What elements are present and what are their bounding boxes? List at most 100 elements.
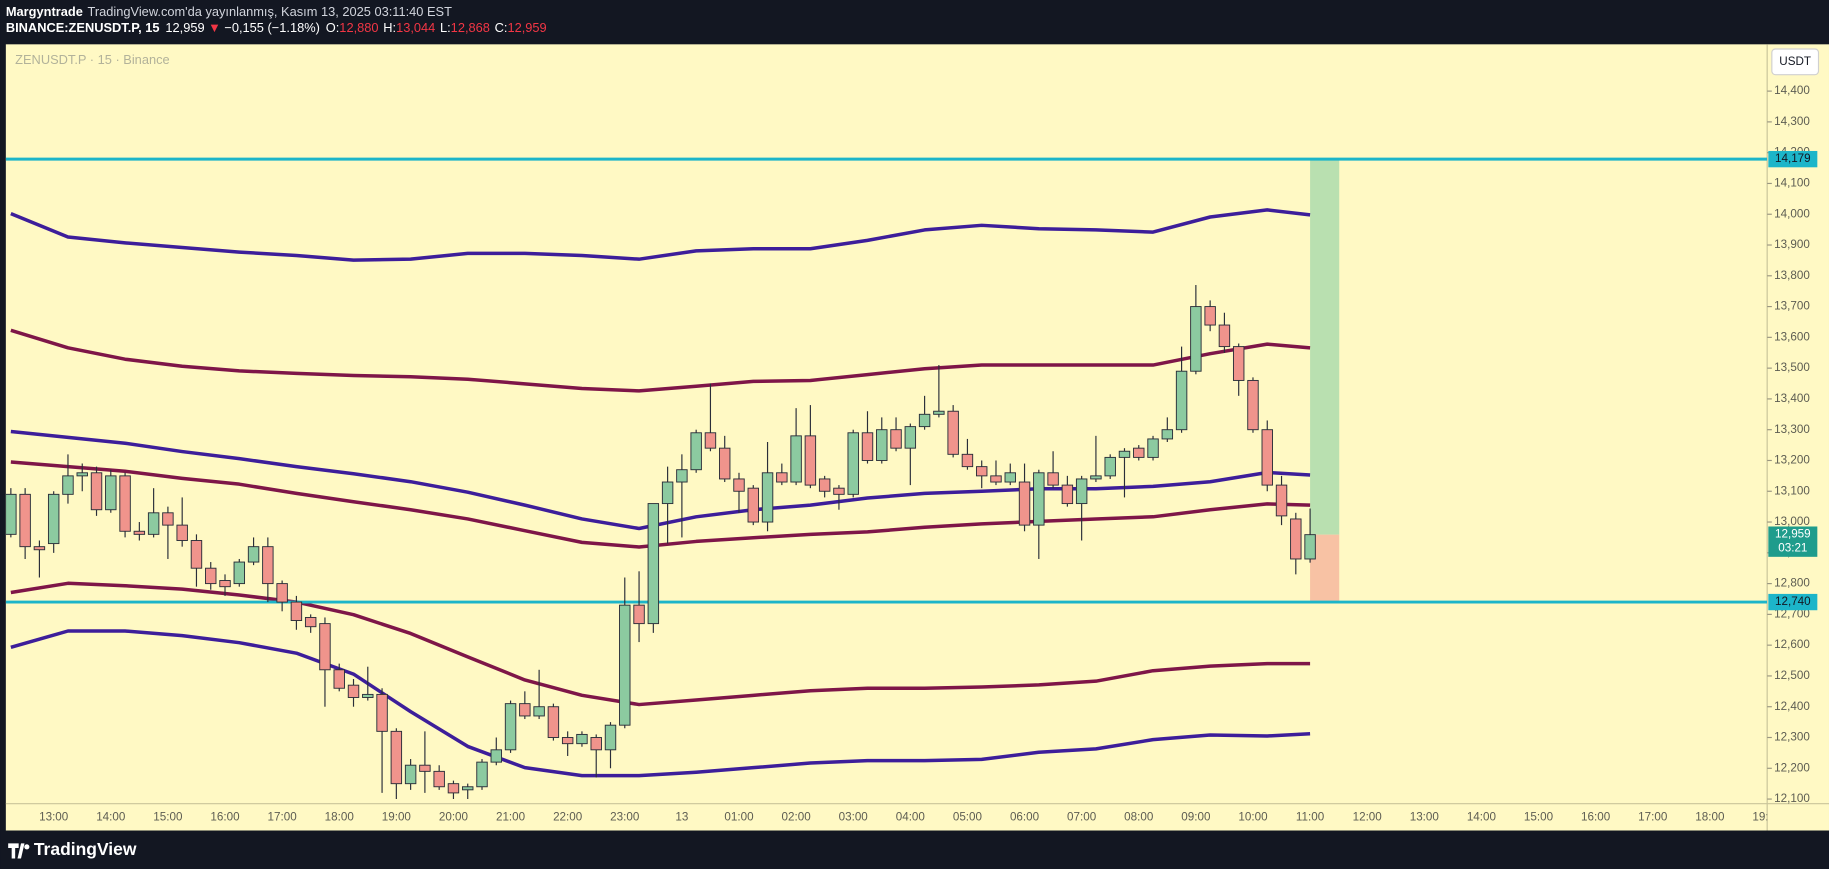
candle-body <box>576 733 588 745</box>
x-tick-label: 06:00 <box>1010 811 1040 824</box>
candle-body <box>205 567 217 585</box>
logo <box>8 843 30 859</box>
x-tick-label: 18:00 <box>325 811 355 824</box>
candle-body <box>690 432 702 471</box>
candle-body <box>547 706 560 738</box>
level-label-box <box>1768 593 1818 611</box>
last-price-box <box>1768 526 1818 557</box>
y-tick-label: 12,700 <box>1774 607 1810 620</box>
candle-body <box>390 730 403 785</box>
y-tick-label: 12,400 <box>1774 700 1810 713</box>
symbol: BINANCE:ZENUSDT.P, 15 <box>6 21 160 36</box>
candle-body <box>676 469 688 483</box>
candle-body <box>162 512 174 526</box>
candle-body <box>447 783 460 794</box>
y-tick-label: 13,600 <box>1774 330 1810 343</box>
x-tick-label: 01:00 <box>724 811 754 824</box>
y-tick-label: 13,900 <box>1774 238 1810 251</box>
candle-body <box>490 749 502 763</box>
candle-body <box>833 487 845 495</box>
y-tick-label: 12,500 <box>1774 669 1810 682</box>
candle-body <box>604 724 617 751</box>
x-tick-label: 16:00 <box>1581 811 1611 824</box>
y-tick-label: 13,200 <box>1774 454 1810 467</box>
candle-body <box>647 503 660 625</box>
candle-body <box>476 761 488 788</box>
x-tick-label: 12:00 <box>1353 811 1383 824</box>
change: −0,155 (−1.18%) <box>224 21 320 36</box>
x-tick-label: 02:00 <box>782 811 812 824</box>
chart-area <box>5 44 1829 831</box>
currency-box <box>1771 48 1820 76</box>
candle-body <box>975 466 988 477</box>
candle-body <box>247 546 260 563</box>
price: 12,959 <box>165 21 204 36</box>
last-price-label: 12,959 <box>1775 528 1811 541</box>
countdown: 03:21 <box>1778 542 1807 555</box>
candle-body <box>661 481 674 505</box>
x-tick-label: 08:00 <box>1124 811 1154 824</box>
band-line <box>10 629 1311 778</box>
h-label: H: <box>383 21 396 36</box>
candle-body <box>990 475 1002 483</box>
band-line <box>10 328 1311 393</box>
x-tick-label: 07:00 <box>1067 811 1097 824</box>
candle-body <box>462 786 474 791</box>
candle-body <box>233 561 246 585</box>
price-axis: 14,40014,30014,20014,10014,00013,90013,8… <box>1767 84 1818 805</box>
x-tick-label: 15:00 <box>153 811 183 824</box>
level-label: 14,179 <box>1775 152 1811 165</box>
x-tick-label: 04:00 <box>896 811 926 824</box>
y-tick-label: 12,300 <box>1774 731 1810 744</box>
y-tick-label: 13,500 <box>1774 361 1810 374</box>
candle-body <box>861 432 874 461</box>
candle-body <box>1204 306 1216 326</box>
candle-body <box>933 410 945 415</box>
x-tick-label: 14:00 <box>1467 811 1497 824</box>
y-tick-label: 13,700 <box>1774 300 1810 313</box>
candle-body <box>1061 484 1074 505</box>
candle-body <box>319 623 331 671</box>
currency: USDT <box>1779 55 1811 68</box>
y-tick-label: 14,400 <box>1774 84 1810 97</box>
candle-body <box>1275 484 1288 517</box>
candle-body <box>419 764 431 772</box>
close: 12,959 <box>507 21 546 36</box>
candle-body <box>818 478 831 492</box>
candle-body <box>133 530 146 535</box>
x-tick-label: 19:00 <box>1752 811 1782 824</box>
candle-body <box>719 447 731 480</box>
candle-body <box>19 493 31 548</box>
level-label-box <box>1768 150 1818 168</box>
candle-body <box>590 737 602 751</box>
candle-body <box>347 684 360 698</box>
y-tick-label: 14,300 <box>1774 115 1810 128</box>
candle-body <box>304 616 317 628</box>
candle-body <box>1175 370 1188 431</box>
l-label: L: <box>440 21 451 36</box>
candle-body <box>890 429 902 449</box>
candle-body <box>290 601 303 622</box>
band-line <box>10 581 1311 707</box>
candle-body <box>190 540 203 569</box>
author: Margyntrade <box>6 4 83 19</box>
chart-legend: ZENUSDT.P · 15 · Binance <box>15 52 169 67</box>
open: 12,880 <box>339 21 378 36</box>
candle-body <box>619 604 631 726</box>
x-tick-label: 23:00 <box>610 811 640 824</box>
time-axis: 13:00 14:00 15:00 16:00 17:00 18:00 19:00 20:00… <box>39 811 1782 824</box>
o-label: O: <box>326 21 340 36</box>
candle-body <box>362 693 374 698</box>
x-tick-label: 16:00 <box>210 811 240 824</box>
x-tick-label: 19:00 <box>382 811 412 824</box>
candle-body <box>1290 518 1302 560</box>
x-tick-label: 17:00 <box>1638 811 1668 824</box>
candle-body <box>433 770 445 788</box>
level-label: 12,740 <box>1775 595 1811 608</box>
candle-body <box>76 472 88 477</box>
candle-body <box>947 410 959 455</box>
x-tick-label: 13:00 <box>39 811 69 824</box>
candle-body <box>262 546 274 585</box>
